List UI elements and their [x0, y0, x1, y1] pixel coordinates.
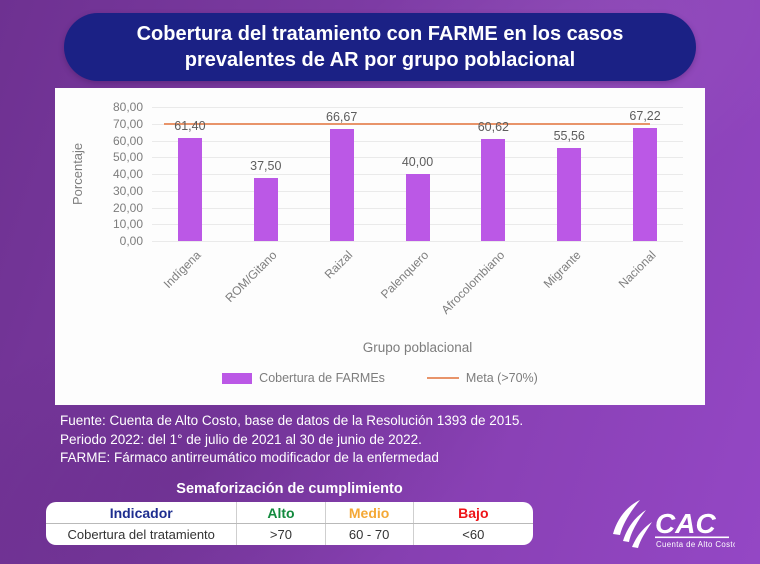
plot-area: 61,40 37,50 66,67 40,00 60,62 55,56 67,22	[152, 107, 683, 242]
legend-label-coverage: Cobertura de FARMEs	[259, 371, 385, 385]
cac-logo: CAC Cuenta de Alto Costo	[603, 498, 738, 554]
source-line-fuente: Fuente: Cuenta de Alto Costo, base de da…	[60, 413, 524, 428]
y-tick-label: 60,00	[112, 133, 143, 148]
gridline	[152, 140, 683, 142]
bar-Afrocolombiano	[481, 139, 506, 241]
bar-Migrante	[557, 147, 582, 241]
bar-Nacional	[633, 128, 658, 241]
bar-value-label: 40,00	[401, 155, 434, 169]
gridline	[152, 157, 683, 159]
source-line-periodo: Periodo 2022: del 1° de julio de 2021 al…	[60, 431, 422, 447]
meta-line-swatch	[426, 377, 459, 379]
y-tick-label: 50,00	[112, 150, 143, 165]
compliance-title: Semaforización de cumplimiento	[176, 481, 403, 497]
legend-item-meta: Meta (>70%)	[426, 371, 538, 385]
bar-value-label: 66,67	[326, 110, 358, 125]
y-tick-label: 70,00	[112, 116, 143, 131]
chart-panel: Porcentaje 80,00 70,00 60,00 50,00 40,00 30,0…	[55, 88, 705, 405]
gridline	[152, 241, 683, 242]
bar-ROM/Gitano	[253, 178, 278, 241]
bar-Palenquero	[405, 174, 430, 241]
y-tick-label: 10,00	[112, 217, 143, 232]
legend-label-meta: Meta (>70%)	[465, 371, 538, 385]
bar-value-label: 60,62	[477, 120, 509, 135]
header-medio: Medio	[324, 502, 414, 524]
source-notes: Fuente: Cuenta de Alto Costo, base de da…	[60, 412, 523, 468]
compliance-header-row: Indicador Alto Medio Bajo	[46, 502, 533, 524]
cell-alto-range: >70	[236, 523, 326, 545]
source-line-farme: FARME: Fármaco antirreumático modificado…	[60, 450, 439, 465]
cell-indicator-name: Cobertura del tratamiento	[67, 527, 215, 542]
legend-item-coverage: Cobertura de FARMEs	[222, 371, 385, 385]
page-title: Cobertura del tratamiento con FARME en l…	[136, 23, 624, 71]
y-tick-label: 0,00	[119, 234, 143, 248]
bar-value-label: 61,40	[174, 119, 206, 134]
chart-legend: Cobertura de FARMEs Meta (>70%)	[55, 371, 705, 385]
y-tick-label: 20,00	[112, 200, 143, 215]
bar-value-label: 37,50	[250, 159, 282, 174]
bar-series: 61,40 37,50 66,67 40,00 60,62 55,56 67,22	[152, 107, 683, 241]
cac-logo-caption: Cuenta de Alto Costo	[656, 540, 735, 549]
compliance-table: Indicador Alto Medio Bajo Cobertura del …	[46, 502, 533, 545]
meta-target-line	[164, 122, 650, 125]
gridline	[152, 107, 683, 108]
y-tick-label: 30,00	[112, 183, 143, 198]
header-indicador: Indicador	[46, 502, 237, 524]
bar-series-swatch	[222, 372, 253, 384]
x-axis-ticks: Indígena ROM/Gitano Raizal Palenquero Afroco…	[160, 248, 659, 317]
header-alto: Alto	[236, 502, 326, 524]
title-banner: Cobertura del tratamiento con FARME en l…	[64, 13, 696, 81]
cell-medio-range: 60 - 70	[324, 523, 414, 545]
bar-value-label: 55,56	[553, 128, 585, 143]
x-axis-title: Grupo poblacional	[362, 340, 473, 355]
header-bajo: Bajo	[412, 502, 533, 524]
bar-Raizal	[329, 129, 354, 241]
logo-underline	[655, 536, 729, 539]
cac-logo-text: CAC	[655, 508, 716, 539]
compliance-table-wrap: Indicador Alto Medio Bajo Cobertura del …	[46, 502, 533, 545]
y-tick-label: 40,00	[112, 167, 143, 181]
bar-Indígena	[177, 138, 202, 241]
y-tick-label: 80,00	[112, 100, 143, 114]
cell-bajo-range: <60	[412, 523, 533, 545]
bar-value-label: 67,22	[629, 109, 661, 124]
cac-swoosh-icon	[613, 500, 652, 548]
table-row: Cobertura del tratamiento >70 60 - 70 <6…	[46, 523, 533, 545]
